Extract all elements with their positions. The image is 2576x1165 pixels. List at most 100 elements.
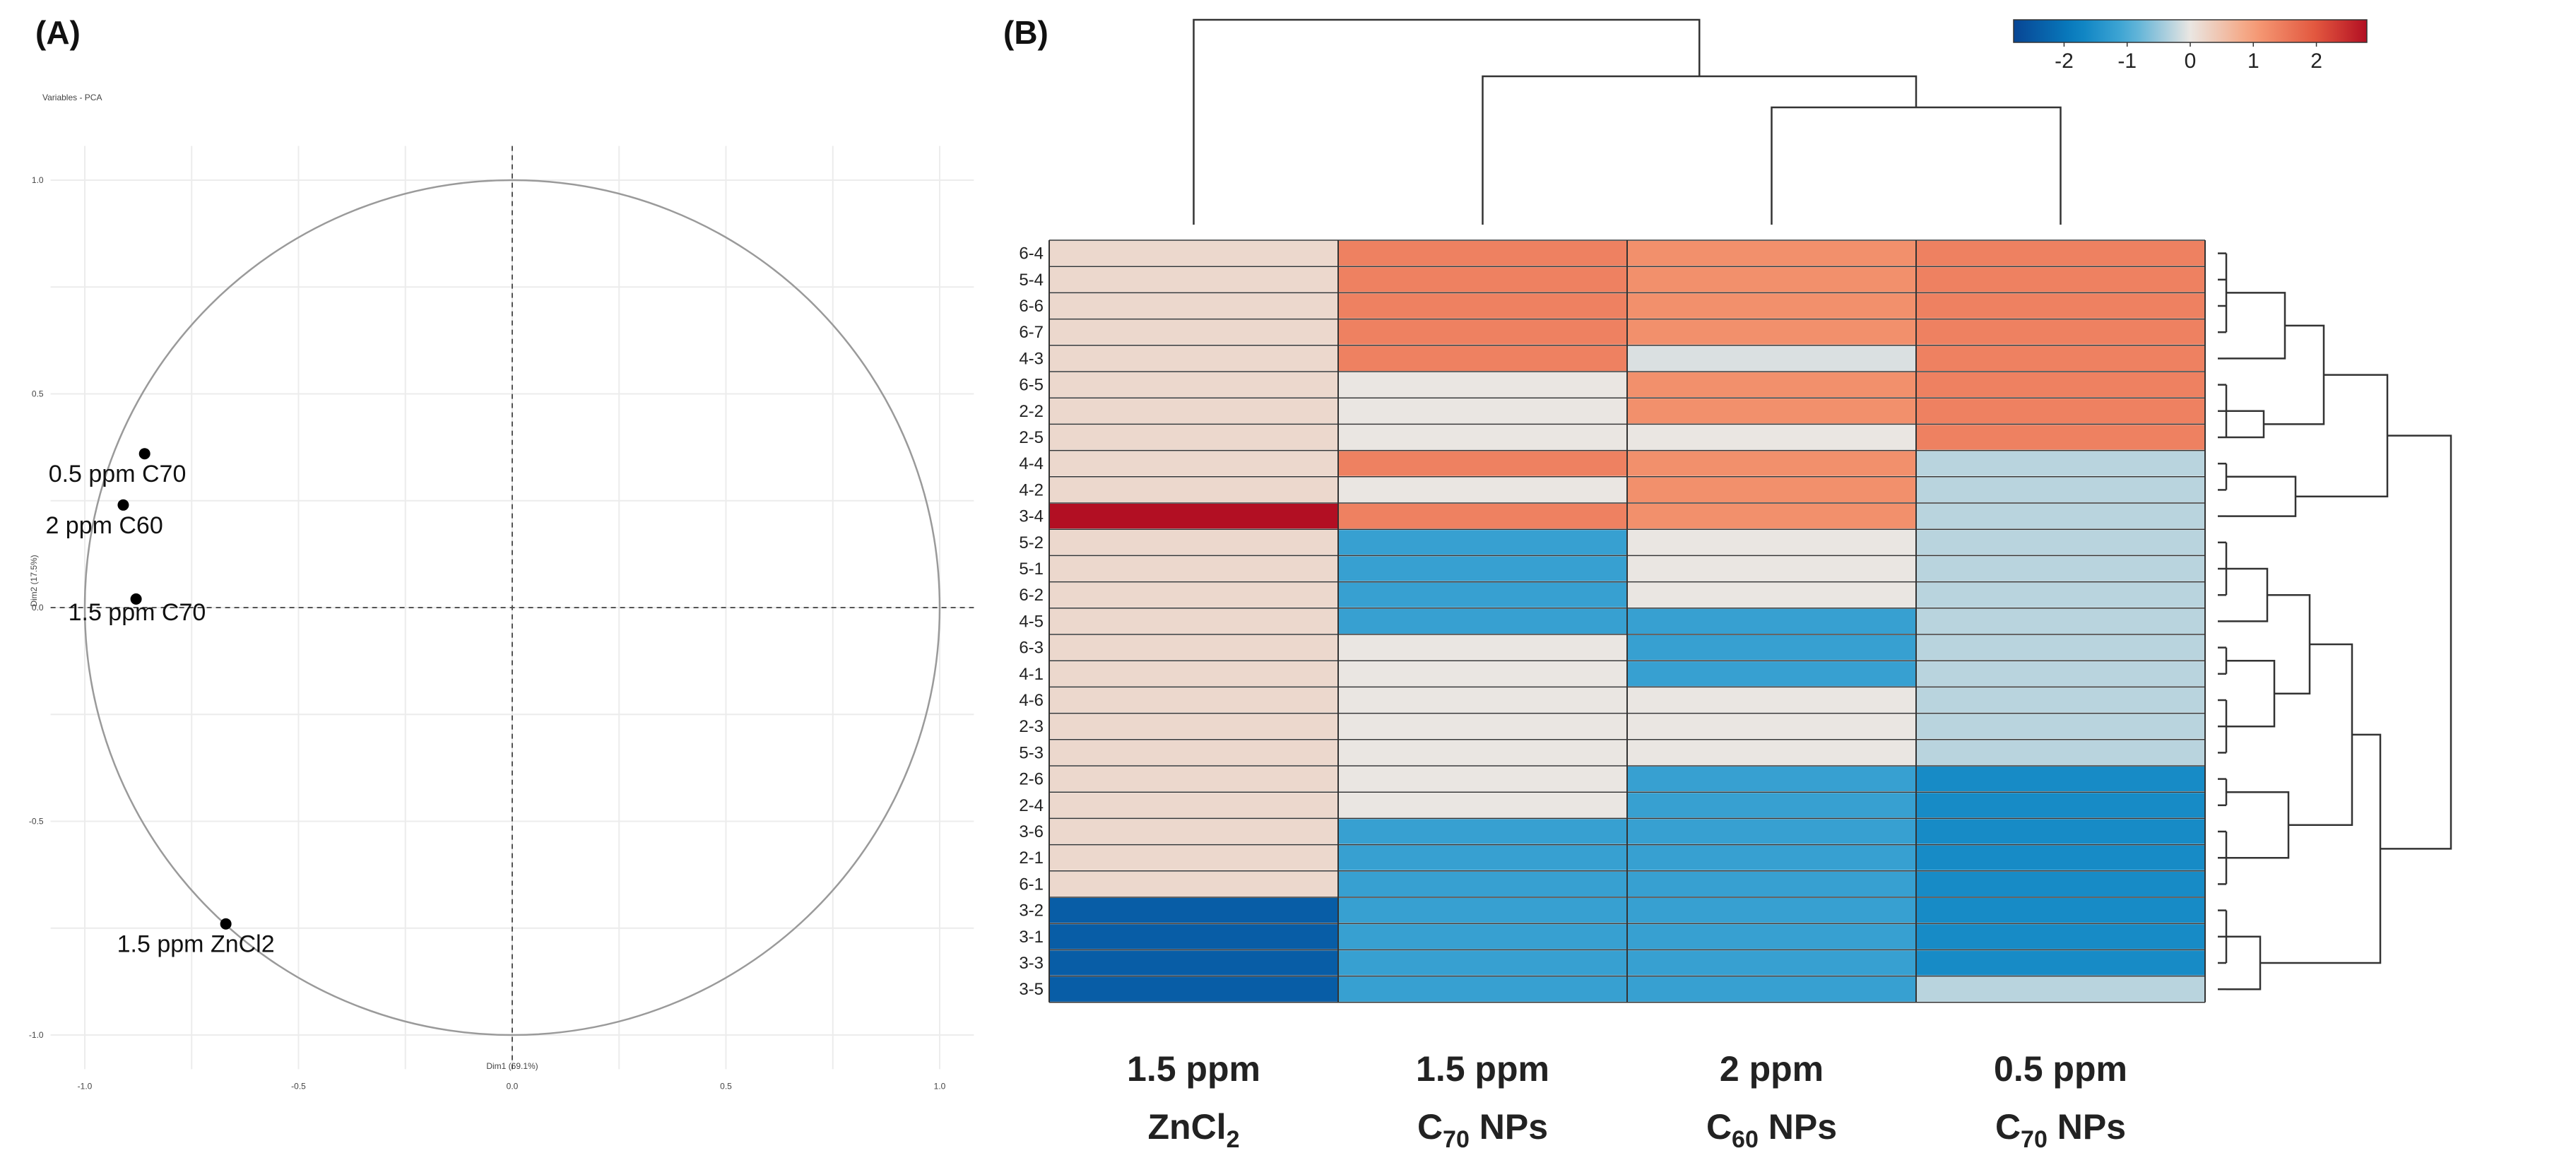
heatmap-cell (1915, 923, 2206, 951)
heatmap-cell (1048, 975, 1339, 1003)
x-tick-label: -1.0 (78, 1081, 93, 1091)
heatmap-cell (1337, 686, 1628, 714)
heatmap-cell (1626, 344, 1917, 372)
heatmap-cell (1337, 634, 1628, 662)
pca-point (138, 448, 150, 460)
row-dendro-branch (2288, 643, 2353, 826)
heatmap-cell (1626, 423, 1917, 451)
heatmap-cell (1337, 817, 1628, 846)
heatmap-cell (1915, 844, 2206, 872)
row-dendro-branch (2226, 475, 2297, 517)
heatmap-cell (1048, 397, 1339, 425)
heatmap-cell (1915, 397, 2206, 425)
heatmap-cell (1048, 686, 1339, 714)
heatmap-cell (1048, 475, 1339, 504)
heatmap-cell (1048, 581, 1339, 609)
heatmap-cell (1337, 371, 1628, 399)
row-label: 4-2 (1019, 480, 1044, 499)
heatmap-cell (1337, 555, 1628, 583)
panel-a-label: (A) (35, 14, 81, 51)
heatmap-cell (1337, 975, 1628, 1003)
pca-y-axis-label: Dim2 (17.5%) (29, 555, 39, 606)
column-label-line1: 1.5 ppm (1416, 1049, 1549, 1089)
heatmap-cell (1915, 371, 2206, 399)
row-label: 4-1 (1019, 665, 1044, 684)
dendro-branch (1771, 106, 2062, 225)
heatmap-cell (1915, 292, 2206, 320)
heatmap-cell (1048, 765, 1339, 793)
heatmap-cell (1048, 528, 1339, 557)
column-label-line2: C70 NPs (1417, 1107, 1548, 1153)
heatmap-cell (1337, 870, 1628, 899)
legend-tick-label: -2 (2055, 49, 2074, 73)
pca-point (220, 918, 232, 930)
row-label: 3-1 (1019, 928, 1044, 947)
heatmap-cell (1626, 791, 1917, 820)
row-label: 2-5 (1019, 428, 1044, 447)
heatmap-cell (1626, 870, 1917, 899)
legend-gradient-bar (2013, 19, 2368, 43)
heatmap-cell (1337, 712, 1628, 740)
row-label: 6-5 (1019, 376, 1044, 395)
heatmap-cell (1915, 791, 2206, 820)
heatmap-cell (1048, 897, 1339, 925)
row-label: 6-4 (1019, 244, 1044, 264)
heatmap-cell (1337, 528, 1628, 557)
y-tick-label: 0.0 (32, 603, 44, 613)
heatmap-cell (1337, 318, 1628, 346)
legend-tick-label: -1 (2117, 49, 2137, 73)
heatmap-cell (1626, 581, 1917, 609)
column-dendrogram (1193, 18, 2062, 225)
heatmap-cell (1337, 502, 1628, 531)
heatmap-cell (1626, 634, 1917, 662)
row-label: 3-2 (1019, 901, 1044, 921)
heatmap-cell (1915, 475, 2206, 504)
heatmap-cell (1337, 423, 1628, 451)
pca-point (117, 499, 129, 511)
heatmap-cell (1626, 371, 1917, 399)
heatmap-cell (1915, 502, 2206, 531)
pca-point (130, 593, 142, 605)
heatmap-cell (1048, 371, 1339, 399)
row-dendro-branch (2226, 935, 2262, 990)
pca-axes: -1.0 -0.5 0.0 0.5 1.0 1.0 0.5 0.0 -0.5 -1.0 (29, 146, 974, 1091)
heatmap-cell (1626, 923, 1917, 951)
heatmap-cell (1626, 292, 1917, 320)
heatmap-cell (1337, 581, 1628, 609)
heatmap-cell (1915, 528, 2206, 557)
row-dendro-branch (2260, 733, 2382, 964)
heatmap-cell (1626, 712, 1917, 740)
heatmap-cell (1337, 923, 1628, 951)
heatmap-cell (1337, 949, 1628, 977)
heatmap-cell (1915, 581, 2206, 609)
row-label: 5-4 (1019, 271, 1044, 290)
heatmap-cell (1048, 634, 1339, 662)
heatmap-cell (1048, 318, 1339, 346)
heatmap-cell (1915, 318, 2206, 346)
x-tick-label: -0.5 (291, 1081, 306, 1091)
column-label-line2: ZnCl2 (1147, 1107, 1239, 1153)
column-label-line1: 0.5 ppm (1994, 1049, 2127, 1089)
heatmap-cell (1915, 423, 2206, 451)
heatmap-cell (1048, 449, 1339, 478)
heatmap-cell (1626, 502, 1917, 531)
row-label: 4-3 (1019, 349, 1044, 368)
heatmap-cell (1915, 949, 2206, 977)
heatmap-cell (1337, 660, 1628, 688)
heatmap-cell (1915, 817, 2206, 846)
column-label-line1: 1.5 ppm (1127, 1049, 1260, 1089)
legend-tick-label: 1 (2247, 49, 2259, 73)
row-label: 2-3 (1019, 717, 1044, 736)
row-label: 5-2 (1019, 533, 1044, 552)
y-tick-label: 0.5 (32, 389, 44, 399)
heatmap-cell (1337, 765, 1628, 793)
legend-tick-label: 2 (2310, 49, 2322, 73)
row-label: 4-6 (1019, 691, 1044, 710)
heatmap-cell (1915, 975, 2206, 1003)
heatmap-cell (1915, 634, 2206, 662)
row-dendro-branch (2264, 324, 2325, 425)
heatmap-cell (1626, 266, 1917, 294)
heatmap-cell (1337, 897, 1628, 925)
heatmap-cell (1337, 791, 1628, 820)
